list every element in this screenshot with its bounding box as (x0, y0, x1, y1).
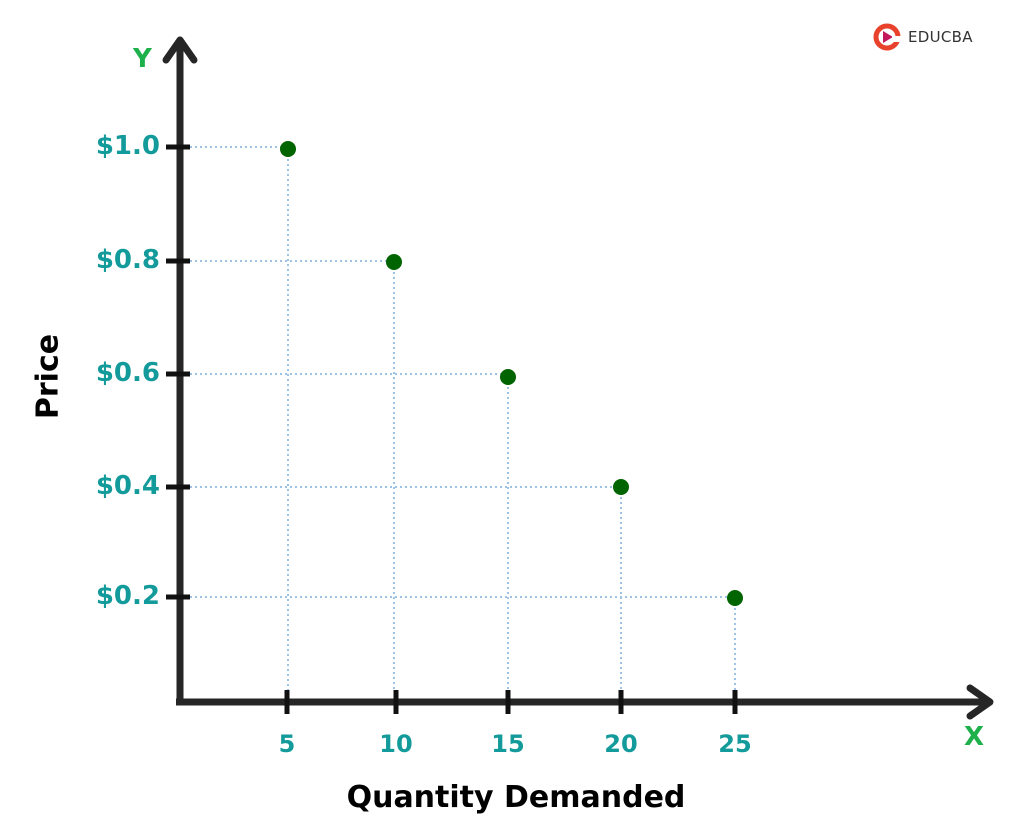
y-axis (162, 36, 198, 702)
y-tick-label: $1.0 (95, 131, 160, 161)
educba-logo-icon (873, 23, 902, 51)
x-tick-label: 5 (278, 730, 296, 758)
x-axis-arrow-icon (966, 684, 994, 720)
data-point (727, 590, 743, 606)
data-points (280, 141, 743, 606)
x-ticks (284, 690, 738, 714)
y-axis-letter: Y (133, 44, 152, 74)
data-point (280, 141, 296, 157)
x-axis-letter: X (964, 722, 985, 752)
y-ticks (166, 144, 190, 600)
x-axis-title: Quantity Demanded (346, 780, 686, 815)
x-tick-label: 25 (718, 730, 752, 758)
data-point (386, 254, 402, 270)
data-point (613, 479, 629, 495)
y-axis-title: Price (30, 333, 66, 420)
logo-text: EDUCBA (908, 28, 973, 46)
x-tick-label: 20 (604, 730, 638, 758)
y-tick-label: $0.4 (95, 471, 160, 501)
y-tick-label: $0.8 (95, 245, 160, 275)
y-tick-label: $0.2 (95, 581, 160, 611)
y-tick-label: $0.6 (95, 358, 160, 388)
x-axis (176, 684, 994, 720)
x-tick-label: 15 (491, 730, 525, 758)
data-point (500, 369, 516, 385)
guide-lines (190, 146, 736, 690)
y-axis-arrow-icon (162, 36, 198, 64)
educba-logo: EDUCBA (872, 22, 973, 52)
x-tick-label: 10 (379, 730, 413, 758)
